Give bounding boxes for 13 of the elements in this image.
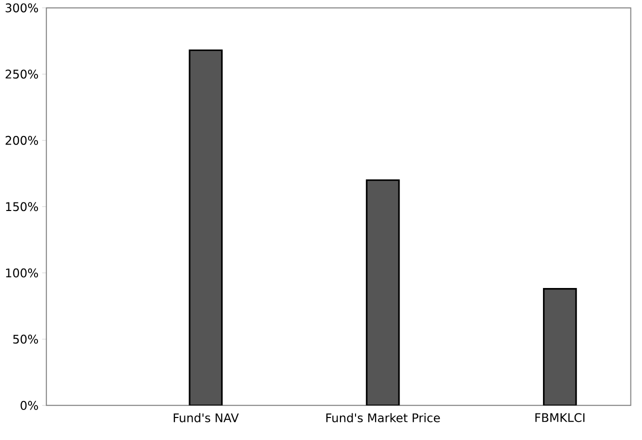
y-tick-label: 150% (6, 202, 38, 212)
bar (542, 288, 577, 406)
x-tick-label: FBMKLCI (535, 413, 584, 422)
y-tick-label: 50% (13, 334, 38, 344)
x-tick-label: Fund's Market Price (326, 413, 440, 422)
y-tick-label: 250% (6, 70, 38, 79)
y-tick-label: 300% (6, 3, 38, 12)
bar (366, 179, 400, 406)
x-tick-label: Fund's NAV (174, 413, 239, 422)
bar (188, 49, 223, 406)
y-tick-label: 0% (20, 400, 38, 410)
y-tick-label: 200% (6, 136, 38, 145)
y-tick-label: 100% (6, 268, 38, 278)
